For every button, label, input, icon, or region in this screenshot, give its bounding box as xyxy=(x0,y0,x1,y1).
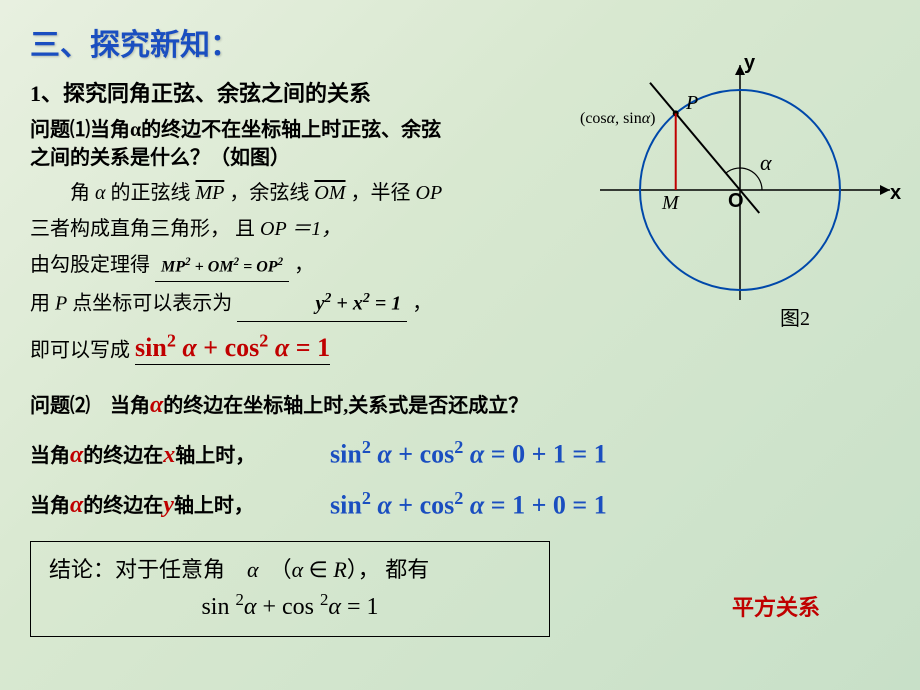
diagram-svg xyxy=(580,50,910,310)
y-axis-equation: sin2 α + cos2 α = 1 + 0 = 1 xyxy=(330,488,607,521)
xrc: 轴上时， xyxy=(175,445,255,467)
point-coords: (cosα, sinα) xyxy=(580,110,655,128)
t4b: 点坐标可以表示为 xyxy=(72,293,232,315)
slide: 三、探究新知： 1、探究同角正弦、余弦之间的关系 问题⑴当角α的终边不在坐标轴上… xyxy=(0,0,920,690)
xra: 当角 xyxy=(30,445,70,467)
q1-line2: 之间的关系是什么？（如图） xyxy=(30,147,290,169)
y-axis-case: 当角α的终边在y轴上时， sin2 α + cos2 α = 1 + 0 = 1 xyxy=(30,488,890,521)
comma2: ， xyxy=(412,293,432,315)
q2a: 问题⑵ 当角 xyxy=(30,395,150,417)
question-1: 问题⑴当角α的终边不在坐标轴上时正弦、余弦 之间的关系是什么？（如图） xyxy=(30,116,550,172)
x-axis-label: x xyxy=(890,182,901,205)
alpha-label: α xyxy=(760,150,772,176)
origin-label: O xyxy=(728,190,744,213)
q2b: 的终边在坐标轴上时,关系式是否还成立？ xyxy=(163,395,528,417)
t3a: 由勾股定理得 xyxy=(30,254,150,276)
t1b: 的正弦线 xyxy=(111,182,191,204)
x-axis-equation: sin2 α + cos2 α = 0 + 1 = 1 xyxy=(330,437,607,470)
t4a: 用 xyxy=(30,293,50,315)
vec-mp: MP xyxy=(196,182,225,204)
unit-circle-diagram: y x P M O α (cosα, sinα) 图2 xyxy=(580,50,910,330)
point-M-label: M xyxy=(662,192,679,215)
t1d: ，半径 xyxy=(351,182,411,204)
vec-om: OM xyxy=(314,182,345,204)
conclusion-text: 结论：对于任意角 α （α ∈ R）， 都有 xyxy=(49,552,531,587)
x-axis-case: 当角α的终边在x轴上时， sin2 α + cos2 α = 0 + 1 = 1 xyxy=(30,437,890,470)
conclusion-box: 结论：对于任意角 α （α ∈ R）， 都有 sin 2α + cos 2α =… xyxy=(30,541,550,638)
y-axis-label: y xyxy=(744,52,755,75)
question-2: 问题⑵ 当角α的终边在坐标轴上时,关系式是否还成立？ xyxy=(30,389,890,419)
relation-label: 平方关系 xyxy=(732,590,820,622)
t1a: 角 xyxy=(70,182,90,204)
op-eq1: OP ＝1， xyxy=(260,218,341,240)
q1-line1: 问题⑴当角α的终边不在坐标轴上时正弦、余弦 xyxy=(30,119,441,141)
yra: 当角 xyxy=(30,495,70,517)
point-P-label: P xyxy=(686,92,698,115)
t1c: ，余弦线 xyxy=(229,182,309,204)
xrb: 的终边在 xyxy=(83,445,163,467)
body-line-5: 即可以写成 sin2 α + cos2 α = 1 xyxy=(30,328,890,368)
conclusion-formula: sin 2α + cos 2α = 1 xyxy=(49,587,531,626)
yrb: 的终边在 xyxy=(83,495,163,517)
figure-caption: 图2 xyxy=(780,302,810,331)
comma1: ， xyxy=(294,254,314,276)
t5a: 即可以写成 xyxy=(30,339,130,361)
op-text: OP xyxy=(416,182,443,204)
yrc: 轴上时， xyxy=(174,495,254,517)
t2a: 三者构成直角三角形， 且 xyxy=(30,218,255,240)
